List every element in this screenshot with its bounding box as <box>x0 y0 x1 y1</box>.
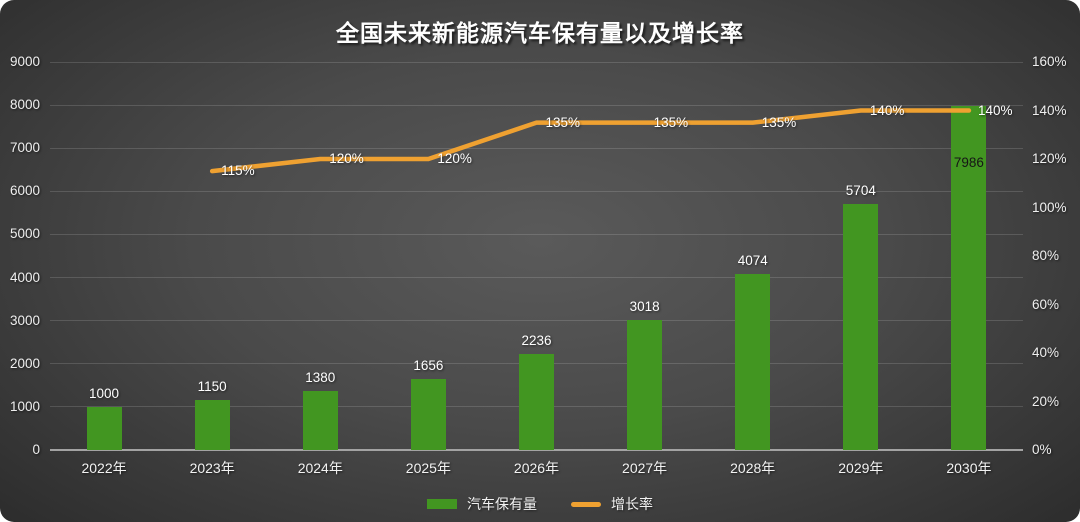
bar-value-label: 4074 <box>737 253 768 269</box>
x-axis-category-label: 2026年 <box>513 460 560 476</box>
x-axis-category-label: 2024年 <box>297 460 343 476</box>
chart-title: 全国未来新能源汽车保有量以及增长率 <box>336 20 744 46</box>
y-axis-tick-right: 100% <box>1032 199 1067 215</box>
line-value-label: 120% <box>437 151 472 166</box>
bar-2024年 <box>302 390 338 450</box>
gridline <box>50 104 1023 106</box>
bar-2025年 <box>410 378 446 450</box>
legend-line-swatch-icon <box>571 501 601 507</box>
bar-value-label: 3018 <box>629 298 660 314</box>
x-axis-category-label: 2028年 <box>730 460 776 476</box>
bar-value-label: 1150 <box>197 379 227 395</box>
bar-2027年 <box>627 319 663 450</box>
bar-value-label: 1380 <box>305 369 336 385</box>
y-axis-tick-right: 40% <box>1032 345 1060 360</box>
line-value-label: 120% <box>329 151 364 166</box>
line-value-label: 135% <box>761 114 797 130</box>
bar-value-label: 1000 <box>89 385 120 401</box>
gridline <box>50 61 1023 63</box>
x-axis-category-label: 2030年 <box>946 460 992 476</box>
x-axis-category-label: 2023年 <box>189 460 235 476</box>
bar-2029年 <box>843 204 879 450</box>
y-axis-tick-right: 0% <box>1032 442 1052 457</box>
legend-bar-series-label: 汽车保有量 <box>467 496 537 512</box>
gridline <box>50 147 1023 149</box>
y-axis-tick-left: 1000 <box>9 398 40 414</box>
y-axis-tick-right: 120% <box>1032 151 1067 166</box>
line-value-label: 140% <box>869 102 905 118</box>
bar-2023年 <box>194 400 230 450</box>
bar-value-label: 2236 <box>521 332 552 348</box>
bar-2026年 <box>519 353 554 450</box>
x-axis-category-label: 2025年 <box>405 460 451 476</box>
bar-2028年 <box>735 274 771 450</box>
legend-line-series-label: 增长率 <box>611 496 653 512</box>
bar-value-label: 5704 <box>845 183 876 199</box>
x-axis-category-label: 2029年 <box>838 460 884 476</box>
y-axis-tick-right: 80% <box>1032 248 1060 263</box>
y-axis-tick-left: 8000 <box>9 97 40 113</box>
bar-value-label: 7986 <box>953 154 984 170</box>
line-value-label: 135% <box>545 114 581 130</box>
legend-bar-swatch-icon <box>427 499 457 509</box>
gridline <box>50 320 1023 322</box>
y-axis-tick-left: 9000 <box>9 54 40 69</box>
x-axis-line <box>50 449 1023 451</box>
y-axis-tick-right: 140% <box>1032 102 1067 118</box>
y-axis-tick-left: 4000 <box>9 269 40 285</box>
y-axis-tick-right: 160% <box>1032 54 1067 69</box>
x-axis-category-label: 2022年 <box>81 460 127 476</box>
legend: 汽车保有量 增长率 <box>0 494 1080 514</box>
line-value-label: 140% <box>977 102 1013 118</box>
bar-2022年 <box>86 406 122 450</box>
y-axis-tick-right: 20% <box>1032 393 1060 409</box>
line-value-label: 135% <box>653 114 689 130</box>
gridline <box>50 190 1023 192</box>
line-value-label: 115% <box>221 163 255 179</box>
y-axis-tick-right: 60% <box>1032 296 1060 312</box>
y-axis-tick-left: 2000 <box>9 355 40 371</box>
gridline <box>50 233 1023 235</box>
x-axis-category-label: 2027年 <box>622 460 668 476</box>
y-axis-tick-left: 6000 <box>9 183 40 199</box>
y-axis-tick-left: 5000 <box>9 226 40 242</box>
y-axis-tick-left: 7000 <box>9 140 40 156</box>
gridline <box>50 277 1023 279</box>
bar-value-label: 1656 <box>413 357 444 373</box>
y-axis-tick-left: 3000 <box>9 312 40 328</box>
growth-rate-polyline <box>209 108 972 174</box>
y-axis-tick-left: 0 <box>32 442 40 457</box>
